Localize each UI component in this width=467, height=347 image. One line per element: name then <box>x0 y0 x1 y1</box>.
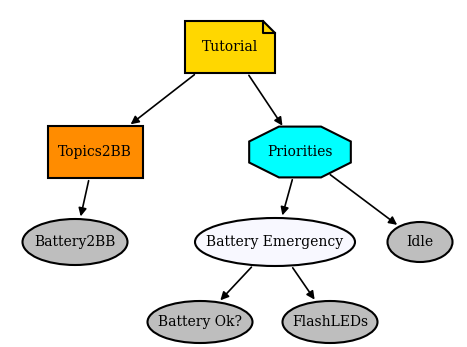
Text: Battery2BB: Battery2BB <box>34 235 116 249</box>
Text: Tutorial: Tutorial <box>202 40 258 54</box>
Text: Battery Ok?: Battery Ok? <box>158 315 242 329</box>
Polygon shape <box>185 21 275 73</box>
Text: Battery Emergency: Battery Emergency <box>206 235 344 249</box>
Ellipse shape <box>195 218 355 266</box>
Ellipse shape <box>148 301 253 343</box>
Polygon shape <box>249 127 351 177</box>
Bar <box>48 126 142 178</box>
Ellipse shape <box>388 222 453 262</box>
Text: FlashLEDs: FlashLEDs <box>292 315 368 329</box>
Ellipse shape <box>22 219 127 265</box>
Text: Idle: Idle <box>406 235 433 249</box>
Text: Priorities: Priorities <box>267 145 333 159</box>
Ellipse shape <box>283 301 377 343</box>
Text: Topics2BB: Topics2BB <box>58 145 132 159</box>
